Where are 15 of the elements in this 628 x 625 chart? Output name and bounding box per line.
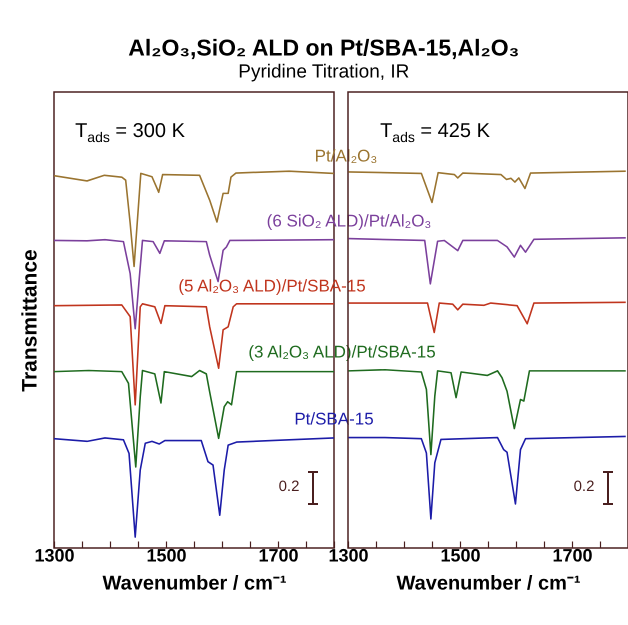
annotation: 0.2 <box>278 478 300 495</box>
chart-subtitle: Pyridine Titration, IR <box>238 61 410 82</box>
x-axis-title: Wavenumber / cm⁻¹ <box>396 572 581 594</box>
x-tick-label: 1500 <box>440 546 481 566</box>
text: T$_{ads}$ = 300 K <box>75 120 185 145</box>
x-tick-label: 1700 <box>258 546 299 566</box>
annotation: 0.2 <box>574 478 594 495</box>
x-tick-label: 1300 <box>328 546 369 566</box>
x-tick-label: 1300 <box>34 546 75 566</box>
chart-title: Al₂O₃,SiO₂ ALD on Pt/SBA-15,Al₂O₃ <box>128 34 520 60</box>
x-tick-label: 1500 <box>146 546 187 566</box>
x-tick-label: 1700 <box>552 546 593 566</box>
y-axis-title: Transmittance <box>18 249 42 392</box>
x-axis-title: Wavenumber / cm⁻¹ <box>102 572 287 594</box>
text: T$_{ads}$ = 425 K <box>380 120 490 145</box>
